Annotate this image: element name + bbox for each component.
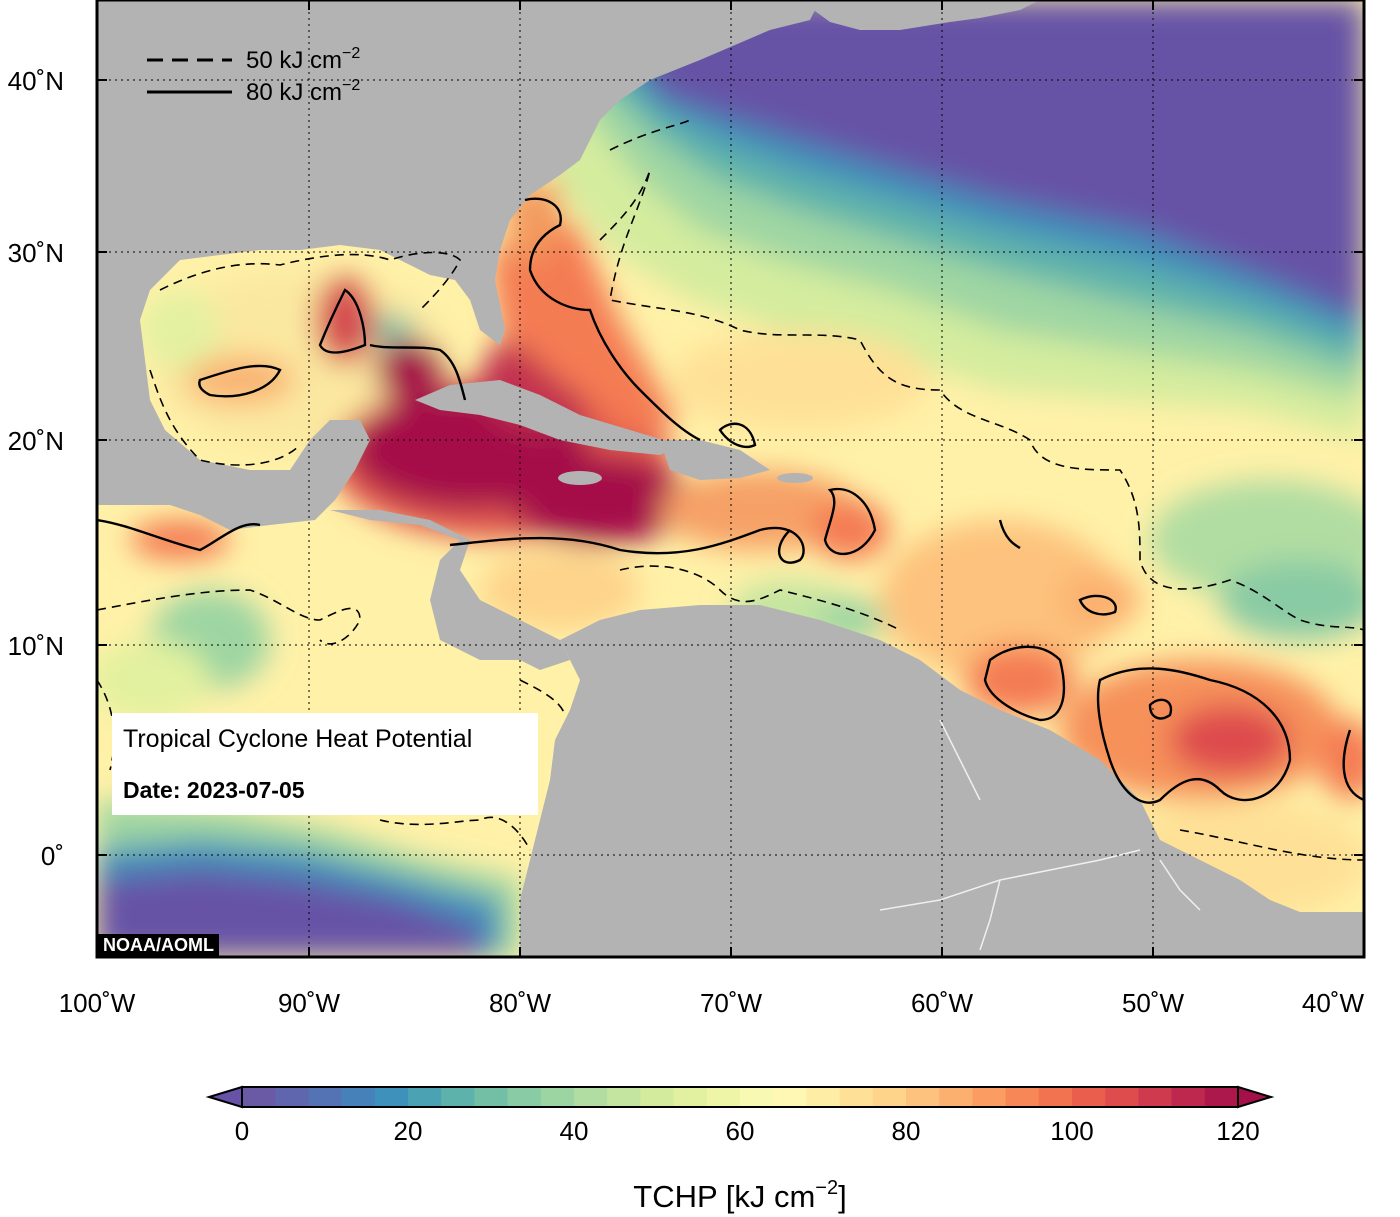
colorbar-swatch — [773, 1087, 807, 1107]
colorbar-title: TCHP [kJ cm−2] — [633, 1177, 846, 1214]
contours-80 — [97, 197, 1364, 804]
contours-50 — [97, 119, 1364, 861]
colorbar-swatch — [673, 1087, 708, 1107]
colorbar-swatch — [1204, 1087, 1239, 1107]
lat-label: 0˚ — [41, 841, 64, 871]
lon-label: 60˚W — [911, 988, 974, 1018]
colorbar-tick-label: 80 — [892, 1116, 921, 1146]
colorbar-min-arrow — [205, 1085, 243, 1109]
graticule — [97, 0, 1364, 957]
colorbar-max-arrow — [1237, 1085, 1275, 1109]
colorbar-swatch — [872, 1087, 907, 1107]
lat-label: 30˚N — [8, 238, 64, 268]
colorbar-swatch — [308, 1087, 343, 1107]
colorbar-swatch — [507, 1087, 542, 1107]
colorbar-swatch — [1138, 1087, 1173, 1107]
colorbar-swatch — [1038, 1087, 1073, 1107]
info-box: Tropical Cyclone Heat Potential Date: 20… — [112, 713, 538, 815]
colorbar-swatch — [640, 1087, 675, 1107]
colorbar-swatch — [441, 1087, 475, 1107]
lat-label: 20˚N — [8, 426, 64, 456]
colorbar-swatch — [740, 1087, 774, 1107]
colorbar-swatch — [341, 1087, 376, 1107]
colorbar-swatch — [939, 1087, 973, 1107]
colorbar-tick-label: 60 — [726, 1116, 755, 1146]
lat-labels: 40˚N 30˚N 20˚N 10˚N 0˚ — [8, 66, 64, 871]
colorbar-tick-label: 20 — [394, 1116, 423, 1146]
legend-dashed-label: 50 kJ cm−2 — [246, 45, 360, 74]
colorbar-swatch — [806, 1087, 841, 1107]
tick-marks — [97, 0, 1364, 957]
lon-labels: 100˚W 90˚W 80˚W 70˚W 60˚W 50˚W 40˚W — [59, 988, 1365, 1018]
colorbar-swatch — [374, 1087, 409, 1107]
colorbar-swatch — [706, 1087, 741, 1107]
colorbar-swatch — [1105, 1087, 1139, 1107]
colorbar-swatch — [906, 1087, 940, 1107]
credit-label: NOAA/AOML — [98, 934, 219, 957]
colorbar-tick-label: 40 — [560, 1116, 589, 1146]
lat-label: 10˚N — [8, 631, 64, 661]
colorbar-tick-label: 120 — [1216, 1116, 1259, 1146]
contour-legend: 50 kJ cm−2 80 kJ cm−2 — [147, 45, 360, 106]
colorbar-frame — [241, 1086, 1239, 1108]
colorbar-swatch — [607, 1087, 641, 1107]
colorbar: 0 20 40 60 80 100 120 TCHP [kJ cm−2] — [205, 1085, 1275, 1214]
map-panel — [97, 0, 1364, 957]
product-date: Date: 2023-07-05 — [123, 777, 305, 803]
colorbar-swatch — [275, 1087, 309, 1107]
lon-label: 70˚W — [700, 988, 763, 1018]
colorbar-swatch — [540, 1087, 575, 1107]
colorbar-swatch — [1072, 1087, 1106, 1107]
colorbar-swatch — [972, 1087, 1007, 1107]
colorbar-swatch — [1005, 1087, 1040, 1107]
lon-label: 90˚W — [278, 988, 341, 1018]
colorbar-swatch — [474, 1087, 509, 1107]
legend-solid-label: 80 kJ cm−2 — [246, 77, 360, 106]
colorbar-swatch — [839, 1087, 874, 1107]
colorbar-tick-label: 100 — [1050, 1116, 1093, 1146]
lon-label: 100˚W — [59, 988, 136, 1018]
product-title: Tropical Cyclone Heat Potential — [123, 725, 473, 753]
tchp-field — [97, 0, 1364, 957]
colorbar-tick-label: 0 — [235, 1116, 249, 1146]
lat-label: 40˚N — [8, 66, 64, 96]
colorbar-swatch — [1171, 1087, 1206, 1107]
colorbar-swatch — [242, 1087, 276, 1107]
rivers — [879, 719, 1201, 951]
colorbar-swatch — [574, 1087, 608, 1107]
lon-label: 80˚W — [489, 988, 552, 1018]
lon-label: 50˚W — [1122, 988, 1185, 1018]
colorbar-swatch — [408, 1087, 442, 1107]
lon-label: 40˚W — [1302, 988, 1365, 1018]
colorbar-ticks: 0 20 40 60 80 100 120 — [235, 1116, 1260, 1146]
